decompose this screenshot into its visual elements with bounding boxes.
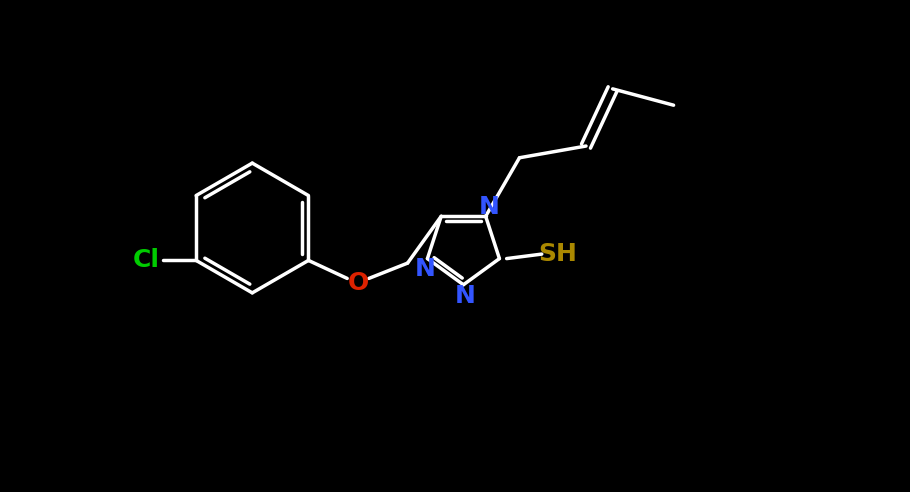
Text: N: N xyxy=(455,283,476,308)
Text: N: N xyxy=(415,257,436,281)
Text: O: O xyxy=(348,271,369,295)
Text: SH: SH xyxy=(539,242,578,266)
Text: N: N xyxy=(479,195,500,219)
Text: Cl: Cl xyxy=(133,248,160,273)
